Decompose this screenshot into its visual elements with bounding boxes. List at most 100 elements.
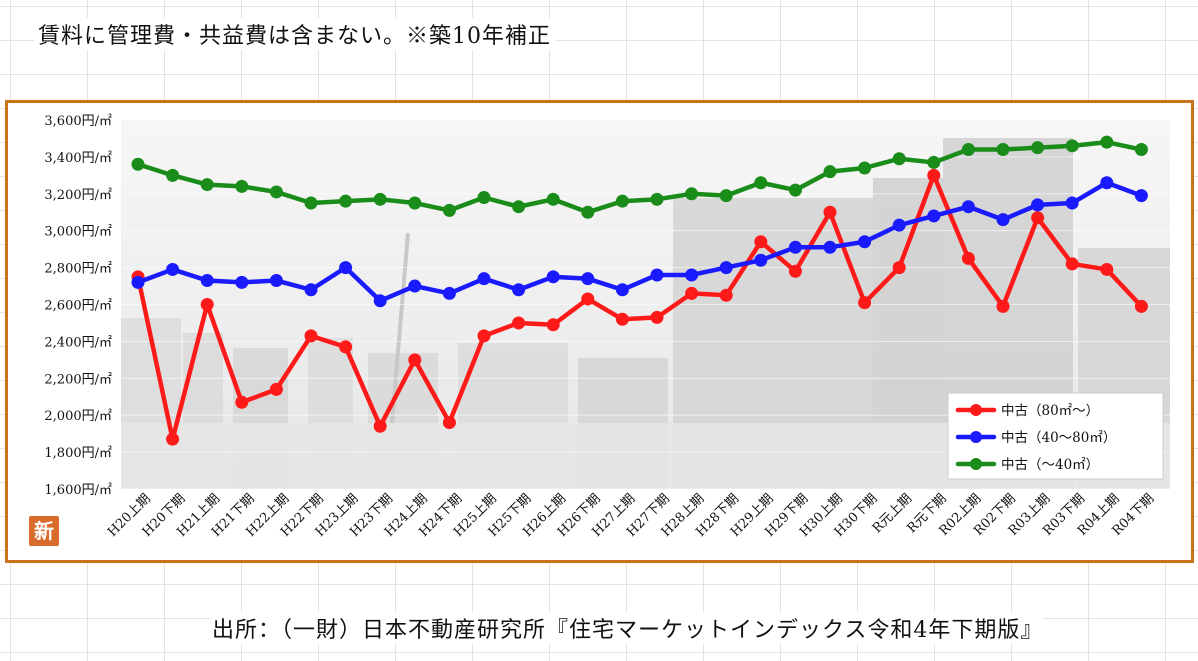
data-point — [615, 312, 629, 326]
data-point — [304, 196, 318, 210]
data-point — [892, 261, 906, 275]
data-point — [200, 298, 214, 311]
y-tick-label: 2,800円/㎡ — [44, 262, 112, 277]
data-point — [408, 353, 422, 367]
data-point — [581, 205, 595, 219]
legend-marker — [970, 431, 982, 443]
series-3 — [131, 135, 1148, 219]
y-tick-label: 3,000円/㎡ — [44, 225, 112, 240]
legend-marker — [970, 458, 982, 470]
data-point — [269, 274, 283, 288]
data-point — [131, 157, 145, 171]
data-point — [512, 200, 526, 214]
legend-item: 中古（40～80㎡） — [955, 430, 1116, 446]
data-point — [961, 143, 975, 157]
data-point — [823, 205, 837, 219]
data-point — [269, 382, 283, 396]
data-point — [788, 240, 802, 254]
data-point — [685, 286, 699, 300]
legend-marker — [970, 404, 982, 416]
data-point — [546, 270, 560, 284]
series-2 — [131, 176, 1148, 308]
legend: 中古（80㎡～） 中古（40～80㎡） 中古（～40㎡） — [947, 392, 1164, 480]
new-badge: 新 — [29, 516, 59, 546]
data-point — [650, 192, 664, 206]
data-point — [788, 183, 802, 197]
data-point — [442, 286, 456, 300]
data-point — [788, 264, 802, 278]
data-point — [892, 218, 906, 232]
data-point — [235, 179, 249, 193]
legend-item: 中古（80㎡～） — [955, 403, 1099, 419]
data-point — [373, 192, 387, 206]
data-point — [1134, 189, 1148, 203]
legend-label: 中古（～40㎡） — [1001, 457, 1099, 473]
data-point — [961, 251, 975, 265]
series-lines — [131, 135, 1148, 446]
data-point — [339, 261, 353, 275]
data-point — [685, 268, 699, 282]
data-point — [408, 196, 422, 210]
data-point — [1134, 143, 1148, 157]
data-point — [269, 185, 283, 199]
chart-frame: 3,600円/㎡ 3,400円/㎡ 3,200円/㎡ 3,000円/㎡ 2,800円/㎡… — [5, 100, 1194, 563]
data-point — [477, 329, 491, 343]
data-point — [754, 176, 768, 190]
data-point — [1065, 257, 1079, 271]
data-point — [1100, 135, 1114, 149]
rent-note: 賃料に管理費・共益費は含まない。※築10年補正 — [34, 18, 555, 50]
series-1 — [131, 168, 1148, 446]
data-point — [1031, 141, 1045, 155]
data-point — [996, 213, 1010, 227]
data-point — [927, 168, 941, 182]
data-point — [719, 189, 733, 203]
data-point — [858, 235, 872, 249]
data-point — [200, 274, 214, 288]
data-point — [754, 253, 768, 267]
legend-item: 中古（～40㎡） — [955, 457, 1099, 473]
data-point — [1134, 299, 1148, 313]
data-point — [477, 190, 491, 204]
data-point — [719, 288, 733, 302]
data-point — [166, 262, 180, 276]
data-point — [615, 283, 629, 297]
data-point — [373, 294, 387, 308]
data-point — [996, 299, 1010, 313]
data-point — [823, 240, 837, 254]
data-point — [235, 275, 249, 289]
data-point — [166, 168, 180, 182]
data-point — [339, 340, 353, 354]
data-point — [754, 235, 768, 249]
data-point — [927, 209, 941, 223]
y-tick-label: 1,600円/㎡ — [44, 483, 112, 498]
data-point — [961, 200, 975, 214]
data-point — [1031, 198, 1045, 212]
data-point — [927, 155, 941, 169]
data-point — [581, 292, 595, 306]
x-axis-labels: H20上期H20下期H21上期H21下期H22上期H22下期H23上期H23下期… — [105, 491, 1157, 540]
data-point — [685, 187, 699, 201]
data-point — [1065, 196, 1079, 210]
y-gridlines — [121, 119, 1170, 490]
data-point — [373, 419, 387, 433]
y-tick-label: 2,600円/㎡ — [44, 299, 112, 314]
data-point — [512, 283, 526, 297]
data-point — [339, 194, 353, 208]
y-tick-label: 3,600円/㎡ — [44, 114, 112, 129]
data-point — [442, 416, 456, 430]
data-point — [650, 310, 664, 324]
data-point — [1100, 262, 1114, 276]
data-point — [304, 283, 318, 297]
data-point — [892, 152, 906, 166]
data-point — [1065, 139, 1079, 153]
data-point — [131, 275, 145, 289]
data-point — [235, 395, 249, 409]
data-point — [615, 194, 629, 208]
data-point — [996, 143, 1010, 157]
y-tick-label: 2,200円/㎡ — [44, 372, 112, 387]
data-point — [650, 268, 664, 282]
data-point — [546, 318, 560, 332]
data-point — [512, 316, 526, 330]
data-point — [166, 432, 180, 446]
y-tick-label: 1,800円/㎡ — [44, 446, 112, 461]
